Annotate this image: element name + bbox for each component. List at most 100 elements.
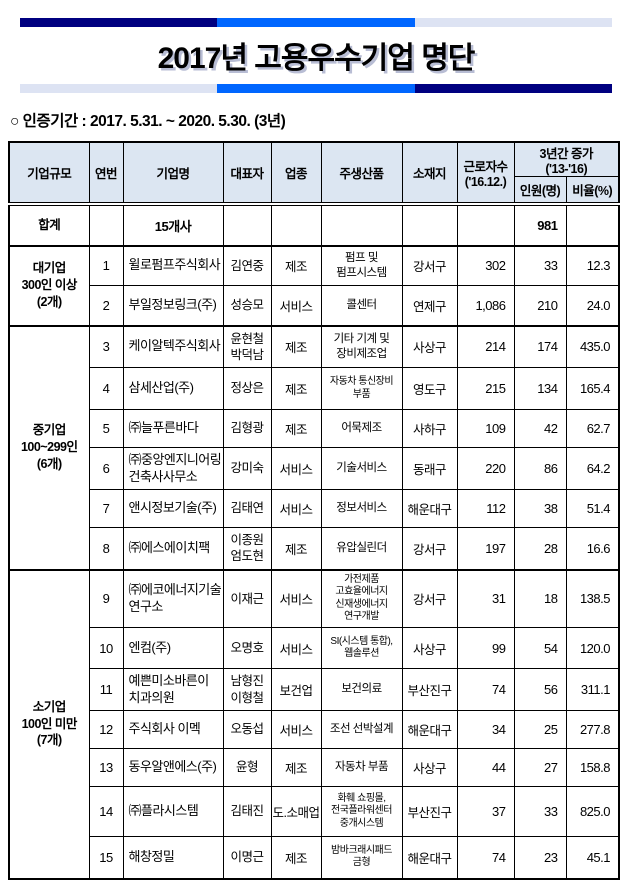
bar-segment-blue [217,18,415,27]
header-product: 주생산품 [320,141,403,206]
cell-industry: 제조 [270,748,322,787]
cell-industry: 제조 [270,836,322,879]
cell-location: 연제구 [401,285,458,326]
cell-workers: 74 [456,668,515,711]
table-row: 11 예쁜미소바른이 치과의원 남형진 이형철 보건업 보건의료 부산진구 74 56 311.… [9,668,620,711]
cell-product: 어묵제조 [320,409,403,448]
summary-scale: 합계 [8,203,90,246]
top-decorative-bar [20,18,612,27]
summary-empty [320,203,403,246]
cell-name: 케이알텍주식회사 [122,324,224,368]
table-row: 13 동우알앤에스(주) 윤형 제조 자동차 부품 사상구 44 27 158.8 [9,748,620,787]
table-row: 10 엔컴(주) 오명호 서비스 SI(시스템 통합), 웹솔루션 사상구 99 54 120.… [9,627,620,669]
table-row: 2 부일정보링크(주) 성승모 서비스 콜센터 연제구 1,086 210 24.0 [9,285,620,326]
header-workers: 근로자수 ('16.12.) [456,141,515,206]
cell-name: 삼세산업(주) [122,367,224,410]
cell-industry: 제조 [270,367,322,410]
cell-workers: 74 [456,836,515,879]
cell-product: 가전제품 고효율에너지 신재생에너지 연구개발 [320,568,403,628]
summary-empty [401,203,458,246]
cell-ceo: 이종원 엄도현 [222,527,272,570]
cell-rate: 825.0 [565,786,620,837]
bar-segment-navy [414,84,612,93]
cell-workers: 197 [456,527,515,570]
cell-people: 56 [513,668,567,711]
cell-people: 23 [513,836,567,879]
cell-rate: 435.0 [565,324,620,368]
cell-name: 예쁜미소바른이 치과의원 [122,668,224,711]
cell-name: ㈜플라시스템 [122,786,224,837]
cell-ceo: 김연중 [222,244,272,286]
table-body: 합계 15개사 981 대기업 300인 이상 (2개) 1 윌로펌프주식회사 김연중… [8,203,620,879]
cell-ceo: 강미숙 [222,447,272,490]
table-header: 기업규모 연번 기업명 대표자 업종 주생산품 소재지 근로자수 ('16.12… [8,141,620,206]
cell-location: 해운대구 [401,489,458,528]
cell-location: 사하구 [401,409,458,448]
summary-empty [222,203,272,246]
cell-no: 3 [88,324,124,368]
table-row: 중기업 100~299인 (6개) 3 케이알텍주식회사 윤현철 박덕남 제조 기타 기계… [8,324,620,570]
cell-name: 동우알앤에스(주) [122,748,224,787]
bar-segment-navy [20,18,218,27]
cell-product: 자동차 통신장비 부품 [320,367,403,410]
cell-product: 콜센터 [320,285,403,326]
cell-rate: 16.6 [565,527,620,570]
cell-name: ㈜늘푸른바다 [122,409,224,448]
cell-rate: 165.4 [565,367,620,410]
cell-no: 8 [88,527,124,570]
cell-workers: 31 [456,568,515,628]
cell-no: 6 [88,447,124,490]
cell-no: 12 [88,710,124,749]
table-row: 15 해창정밀 이명근 제조 밤바크래시패드 금형 해운대구 74 23 45.1 [9,836,620,879]
cell-ceo: 정상은 [222,367,272,410]
cell-workers: 214 [456,324,515,368]
cell-ceo: 김형광 [222,409,272,448]
cell-workers: 220 [456,447,515,490]
cell-workers: 112 [456,489,515,528]
cell-no: 9 [88,568,124,628]
cell-no: 5 [88,409,124,448]
header-increase-group: 3년간 증가 ('13-'16) [513,141,620,177]
cell-location: 해운대구 [401,836,458,879]
cell-people: 38 [513,489,567,528]
cell-product: SI(시스템 통합), 웹솔루션 [320,627,403,669]
cell-rate: 158.8 [565,748,620,787]
cell-rate: 45.1 [565,836,620,879]
cell-people: 18 [513,568,567,628]
cell-workers: 109 [456,409,515,448]
cell-industry: 서비스 [270,627,322,669]
cell-product: 기술서비스 [320,447,403,490]
page-title: 2017년 고용우수기업 명단 [157,42,476,75]
header-ceo: 대표자 [222,141,272,206]
cell-workers: 34 [456,710,515,749]
table-row: 7 앤시정보기술(주) 김태연 서비스 정보서비스 해운대구 112 38 51.4 [9,489,620,528]
cell-ceo: 이명근 [222,836,272,879]
cell-rate: 138.5 [565,568,620,628]
cell-people: 174 [513,324,567,368]
cell-people: 33 [513,244,567,286]
company-scale-cell: 소기업 100인 미만 (7개) [8,568,90,879]
header-industry: 업종 [270,141,322,206]
cell-people: 42 [513,409,567,448]
cell-industry: 서비스 [270,285,322,326]
cell-industry: 제조 [270,409,322,448]
table-row: 8 ㈜에스에이치팩 이종원 엄도현 제조 유압실린더 강서구 197 28 16.6 [9,527,620,570]
table-row: 5 ㈜늘푸른바다 김형광 제조 어묵제조 사하구 109 42 62.7 [9,409,620,448]
bar-segment-light [414,18,612,27]
table-row: 소기업 100인 미만 (7개) 9 ㈜에코에너지기술 연구소 이재근 서비스 가전제품 … [8,568,620,879]
cell-no: 2 [88,285,124,326]
cell-rate: 277.8 [565,710,620,749]
cell-ceo: 오명호 [222,627,272,669]
table-row: 14 ㈜플라시스템 김태진 도.소매업 화훼 쇼핑몰, 전국플라워센터 중개시스템 부산진… [9,786,620,837]
cell-people: 210 [513,285,567,326]
bottom-decorative-bar [20,84,612,93]
header-increase-people: 인원(명) [513,176,567,206]
table-row: 대기업 300인 이상 (2개) 1 윌로펌프주식회사 김연중 제조 펌프 및 펌프시스템… [8,244,620,326]
cell-people: 28 [513,527,567,570]
cell-name: 부일정보링크(주) [122,285,224,326]
cell-ceo: 오동섭 [222,710,272,749]
cell-product: 정보서비스 [320,489,403,528]
cell-name: ㈜에코에너지기술 연구소 [122,568,224,628]
cell-name: 주식회사 이멕 [122,710,224,749]
bar-segment-blue [217,84,415,93]
